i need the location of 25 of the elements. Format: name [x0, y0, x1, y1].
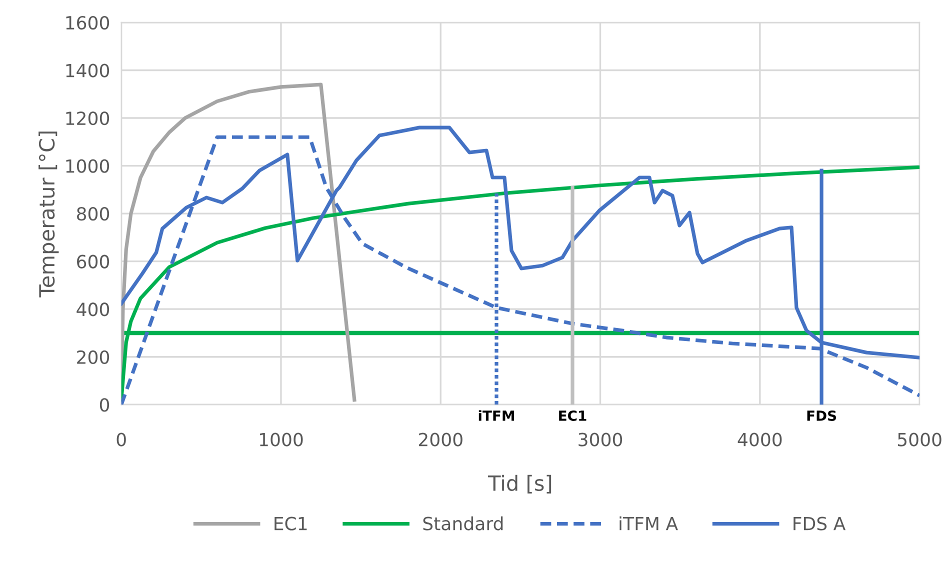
y-tick-label: 1200 — [66, 111, 110, 126]
y-tick-label: 400 — [76, 302, 110, 316]
legend-label: iTFM A — [620, 516, 678, 530]
y-tick-label: 200 — [77, 350, 110, 364]
line-series — [121, 82, 356, 402]
y-tick-label: 1600 — [66, 16, 110, 30]
x-tick-label: 4000 — [738, 432, 782, 446]
annotation: FDS — [807, 410, 836, 421]
x-tick-label: 0 — [116, 432, 126, 446]
legend-label: EC1 — [274, 516, 307, 530]
x-tick-label: 5000 — [898, 432, 942, 446]
x-tick-label: 1000 — [260, 432, 303, 446]
legend-label: Standard — [423, 516, 503, 530]
y-tick-label: 600 — [77, 254, 110, 268]
legend-label: FDS A — [794, 516, 846, 530]
x-tick-label: 3000 — [578, 432, 622, 446]
y-axis-title: Temperatur [°C] — [38, 132, 59, 298]
annotation: iTFM — [478, 410, 514, 421]
y-tick-label: 0 — [100, 398, 110, 412]
y-tick-label: 1400 — [66, 64, 110, 78]
annotation: EC1 — [559, 410, 586, 421]
y-tick-label: 800 — [76, 207, 110, 221]
x-axis-title: Tid [s] — [488, 474, 552, 494]
y-tick-label: 1000 — [66, 159, 110, 173]
x-tick-label: 2000 — [418, 432, 462, 446]
